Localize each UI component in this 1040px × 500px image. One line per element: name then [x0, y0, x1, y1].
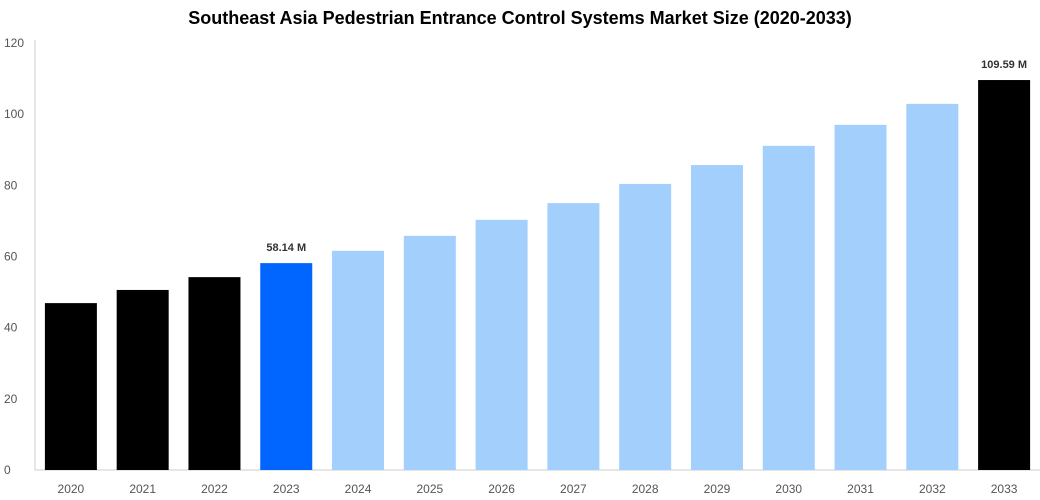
bar-2024: [332, 250, 385, 470]
y-tick-label: 120: [4, 36, 24, 50]
x-tick-label: 2029: [704, 482, 731, 496]
x-tick-label: 2032: [919, 482, 946, 496]
bar-2023: [260, 263, 313, 470]
x-tick-label: 2024: [345, 482, 372, 496]
bar-2029: [690, 165, 743, 470]
bar-2026: [475, 219, 528, 470]
x-tick-label: 2030: [775, 482, 802, 496]
chart-title: Southeast Asia Pedestrian Entrance Contr…: [188, 8, 852, 28]
data-label: 58.14 M: [266, 242, 306, 254]
bar-2021: [116, 289, 169, 470]
bar-2028: [619, 183, 672, 470]
bar-2030: [762, 145, 815, 471]
y-tick-label: 80: [4, 178, 18, 192]
x-tick-label: 2020: [58, 482, 85, 496]
bar-2027: [547, 203, 600, 470]
x-tick-label: 2023: [273, 482, 300, 496]
bar-2022: [188, 277, 241, 470]
y-tick-label: 40: [4, 321, 18, 335]
x-tick-label: 2026: [488, 482, 515, 496]
y-tick-label: 20: [4, 392, 18, 406]
x-tick-label: 2033: [991, 482, 1018, 496]
bar-2025: [403, 235, 456, 470]
x-tick-label: 2021: [129, 482, 156, 496]
x-tick-label: 2022: [201, 482, 228, 496]
bar-2031: [834, 124, 887, 470]
bar-2033: [978, 80, 1031, 471]
y-tick-label: 60: [4, 250, 18, 264]
x-tick-label: 2028: [632, 482, 659, 496]
bar-2020: [44, 303, 97, 470]
x-tick-label: 2025: [416, 482, 443, 496]
x-tick-label: 2031: [847, 482, 874, 496]
x-tick-label: 2027: [560, 482, 587, 496]
data-label: 109.59 M: [981, 59, 1027, 71]
y-tick-label: 0: [4, 463, 11, 477]
bar-2032: [906, 103, 959, 470]
y-tick-label: 100: [4, 107, 24, 121]
